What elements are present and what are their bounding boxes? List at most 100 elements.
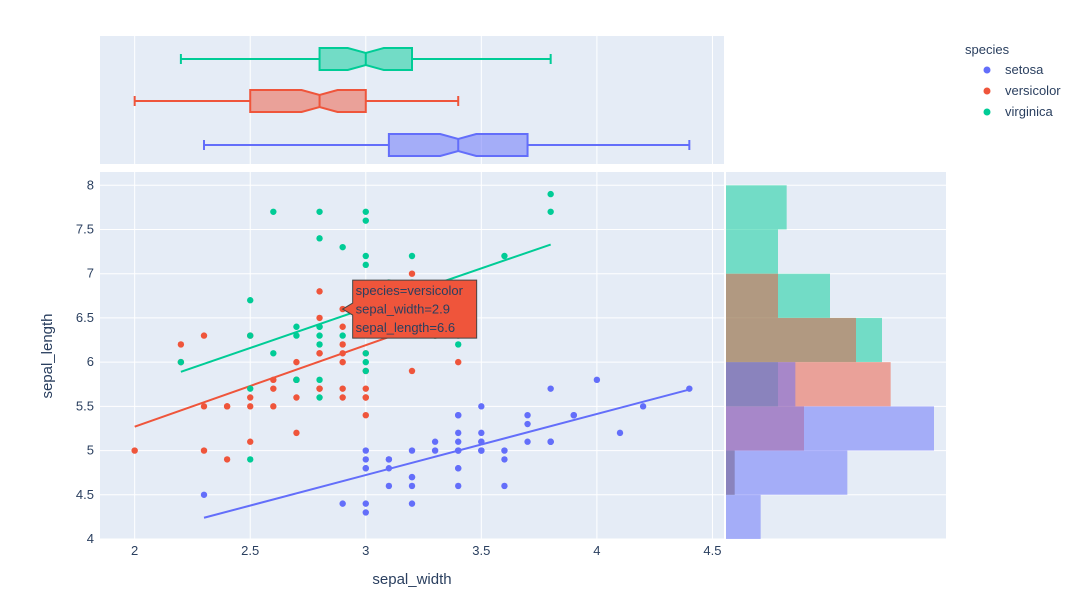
virginica-scatter-point [270, 208, 277, 215]
y-tick-label: 7.5 [76, 221, 94, 236]
setosa-scatter-point [385, 465, 393, 472]
virginica-scatter-point [316, 376, 323, 384]
versicolor-scatter-point [270, 376, 277, 384]
versicolor-scatter-point [362, 385, 369, 392]
versicolor-scatter-point [362, 411, 369, 419]
virginica-scatter-point [316, 332, 323, 339]
y-tick-label: 7 [87, 266, 94, 281]
y-tick-label: 5 [87, 443, 94, 458]
setosa-scatter-point [524, 420, 531, 428]
hover-tooltip-line: sepal_length=6.6 [356, 320, 455, 335]
virginica-scatter-point [362, 261, 369, 269]
versicolor-scatter-point [339, 341, 346, 348]
virginica-scatter-point [362, 358, 369, 366]
legend-title: species [965, 42, 1010, 57]
setosa-scatter-point [547, 385, 554, 392]
versicolor-scatter-point [270, 385, 277, 392]
setosa-scatter-point [339, 500, 346, 507]
setosa-scatter-point [200, 491, 208, 498]
versicolor-scatter-point [339, 323, 346, 330]
virginica-scatter-point [293, 323, 300, 330]
hover-tooltip-line: species=versicolor [356, 283, 464, 298]
setosa-histogram-bin [726, 362, 796, 407]
setosa-scatter-point [455, 482, 462, 490]
virginica-scatter-point [501, 252, 508, 260]
virginica-scatter-point [316, 394, 323, 401]
virginica-scatter-point [339, 243, 346, 251]
versicolor-scatter-point [316, 314, 323, 322]
virginica-scatter-point [408, 252, 416, 260]
virginica-scatter-point [362, 208, 369, 215]
versicolor-scatter-point [362, 394, 369, 401]
versicolor-scatter-point [339, 385, 346, 392]
virginica-scatter-point [177, 358, 185, 366]
virginica-scatter-point [316, 323, 323, 330]
virginica-scatter-point [362, 350, 369, 357]
y-tick-labels: 4 4.5 5 5.5 6 6.5 7 7.5 8 [76, 177, 94, 546]
setosa-scatter-point [616, 429, 624, 437]
virginica-legend-marker [983, 108, 991, 116]
hover-tooltip-box [341, 279, 478, 339]
x-tick-labels: 2 2.5 3 3.5 4 4.5 [131, 543, 721, 558]
setosa-scatter-point [455, 411, 462, 419]
versicolor-scatter-point [200, 332, 208, 339]
versicolor-legend-marker [983, 87, 991, 95]
setosa-scatter-point [686, 385, 693, 392]
virginica-scatter-point [316, 235, 323, 242]
y-tick-label: 6 [87, 354, 94, 369]
setosa-scatter-point [478, 447, 485, 454]
versicolor-scatter-point [339, 358, 346, 366]
setosa-scatter-point [501, 482, 508, 490]
virginica-histogram-bin [726, 185, 787, 230]
versicolor-scatter-point [247, 438, 254, 445]
versicolor-scatter-point [177, 341, 185, 348]
virginica-legend-label: virginica [1005, 104, 1053, 119]
marginal-boxplots [133, 47, 691, 157]
setosa-scatter-point [362, 509, 369, 516]
versicolor-scatter-point [408, 367, 416, 375]
virginica-scatter-point [247, 297, 254, 304]
setosa-scatter-point [362, 465, 369, 472]
setosa-scatter-point [362, 447, 369, 454]
y-axis-title: sepal_length [39, 313, 56, 398]
setosa-scatter-point [408, 447, 416, 454]
virginica-scatter-point [547, 208, 554, 215]
marginal-histograms [726, 185, 934, 539]
versicolor-scatter-point [293, 394, 300, 401]
setosa-scatter-point [455, 429, 462, 437]
virginica-scatter-point [339, 332, 346, 339]
setosa-scatter-point [455, 438, 462, 445]
setosa-scatter-point [431, 438, 439, 445]
versicolor-scatter-point [131, 447, 138, 454]
setosa-scatter-point [408, 482, 416, 490]
virginica-scatter-point [316, 341, 323, 348]
versicolor-histogram-bin [726, 317, 856, 363]
setosa-scatter-point [362, 456, 369, 463]
hover-tooltip-line: sepal_width=2.9 [356, 302, 450, 317]
setosa-scatter-point [639, 403, 647, 410]
setosa-scatter-point [385, 482, 393, 490]
y-tick-label: 4.5 [76, 487, 94, 502]
virginica-histogram-bin [726, 229, 778, 274]
versicolor-scatter-point [339, 394, 346, 401]
versicolor-scatter-point [316, 350, 323, 357]
versicolor-scatter-point [408, 270, 416, 277]
setosa-trendline [203, 388, 690, 519]
setosa-scatter-point [547, 438, 554, 445]
x-tick-label: 4.5 [703, 543, 721, 558]
versicolor-scatter-point [455, 358, 462, 366]
virginica-scatter-point [293, 376, 300, 384]
versicolor-scatter-point [316, 385, 323, 392]
setosa-scatter-point [501, 456, 508, 463]
virginica-scatter-point [455, 341, 462, 348]
setosa-scatter-point [455, 447, 462, 454]
setosa-legend-marker [983, 66, 991, 74]
setosa-scatter-point [524, 438, 531, 445]
setosa-scatter-point [478, 438, 485, 445]
versicolor-scatter-point [247, 403, 254, 410]
x-axis-title: sepal_width [372, 571, 451, 588]
versicolor-scatter-point [293, 358, 300, 366]
versicolor-scatter-point [200, 403, 208, 410]
virginica-scatter-point [247, 456, 254, 463]
virginica-scatter-point [362, 252, 369, 260]
